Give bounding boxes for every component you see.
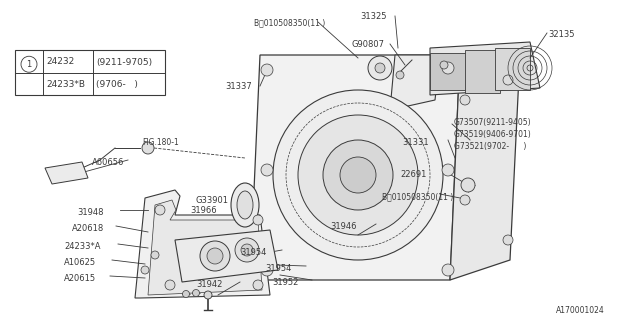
Circle shape — [207, 248, 223, 264]
Text: (9706-   ): (9706- ) — [96, 80, 138, 89]
Circle shape — [442, 264, 454, 276]
Circle shape — [396, 71, 404, 79]
Text: 24233*B: 24233*B — [46, 80, 85, 89]
Text: A10625: A10625 — [64, 258, 96, 267]
Polygon shape — [45, 162, 88, 184]
Text: 31337: 31337 — [225, 82, 252, 91]
Circle shape — [298, 115, 418, 235]
Bar — [430, 53, 470, 90]
Circle shape — [503, 235, 513, 245]
Circle shape — [204, 291, 212, 299]
Text: FIG.180-1: FIG.180-1 — [142, 138, 179, 147]
Text: 31948: 31948 — [77, 208, 104, 217]
Circle shape — [261, 64, 273, 76]
Polygon shape — [175, 230, 278, 282]
Text: G73519(9406-9701): G73519(9406-9701) — [454, 130, 532, 139]
Text: BⒷ010508350(11 ): BⒷ010508350(11 ) — [382, 192, 453, 201]
Circle shape — [235, 238, 259, 262]
Polygon shape — [148, 200, 262, 295]
Text: (9211-9705): (9211-9705) — [96, 58, 152, 67]
Circle shape — [442, 164, 454, 176]
Circle shape — [503, 75, 513, 85]
Circle shape — [461, 178, 475, 192]
Circle shape — [241, 244, 253, 256]
Text: 31966: 31966 — [190, 206, 216, 215]
Text: 31954: 31954 — [240, 248, 266, 257]
Circle shape — [253, 215, 263, 225]
Circle shape — [442, 62, 454, 74]
Circle shape — [261, 264, 273, 276]
Text: A170001024: A170001024 — [556, 306, 605, 315]
Circle shape — [323, 140, 393, 210]
Circle shape — [273, 90, 443, 260]
Text: 32135: 32135 — [548, 30, 575, 39]
Text: A20618: A20618 — [72, 224, 104, 233]
Circle shape — [253, 280, 263, 290]
Text: G90807: G90807 — [352, 40, 385, 49]
Circle shape — [368, 56, 392, 80]
Circle shape — [151, 251, 159, 259]
Circle shape — [340, 157, 376, 193]
Text: 31942: 31942 — [196, 280, 222, 289]
Bar — [465, 50, 500, 93]
Circle shape — [193, 290, 200, 297]
Ellipse shape — [231, 183, 259, 227]
Polygon shape — [430, 42, 540, 95]
Bar — [15, 50, 165, 95]
Polygon shape — [450, 55, 520, 280]
Text: 24233*A: 24233*A — [64, 242, 100, 251]
Text: 31331: 31331 — [402, 138, 429, 147]
Circle shape — [155, 205, 165, 215]
Text: 22691: 22691 — [400, 170, 426, 179]
Text: 31325: 31325 — [360, 12, 387, 21]
Polygon shape — [135, 190, 270, 298]
Circle shape — [460, 95, 470, 105]
Text: 31954: 31954 — [265, 264, 291, 273]
Circle shape — [182, 291, 189, 298]
Text: 1: 1 — [26, 60, 31, 69]
Circle shape — [165, 280, 175, 290]
Text: 24232: 24232 — [46, 58, 74, 67]
Circle shape — [375, 63, 385, 73]
Polygon shape — [250, 55, 460, 280]
Text: G33901: G33901 — [196, 196, 229, 205]
Circle shape — [142, 142, 154, 154]
Circle shape — [261, 164, 273, 176]
Text: 31946: 31946 — [330, 222, 356, 231]
Circle shape — [460, 195, 470, 205]
Circle shape — [440, 61, 448, 69]
Polygon shape — [390, 55, 440, 110]
Text: G73521(9702-      ): G73521(9702- ) — [454, 142, 526, 151]
Ellipse shape — [237, 191, 253, 219]
Bar — [495, 48, 530, 90]
Text: 31952: 31952 — [272, 278, 298, 287]
Text: A20615: A20615 — [64, 274, 96, 283]
Text: BⒷ010508350(11 ): BⒷ010508350(11 ) — [254, 18, 325, 27]
Circle shape — [200, 241, 230, 271]
Text: A60656: A60656 — [92, 158, 124, 167]
Circle shape — [141, 266, 149, 274]
Text: G73507(9211-9405): G73507(9211-9405) — [454, 118, 532, 127]
